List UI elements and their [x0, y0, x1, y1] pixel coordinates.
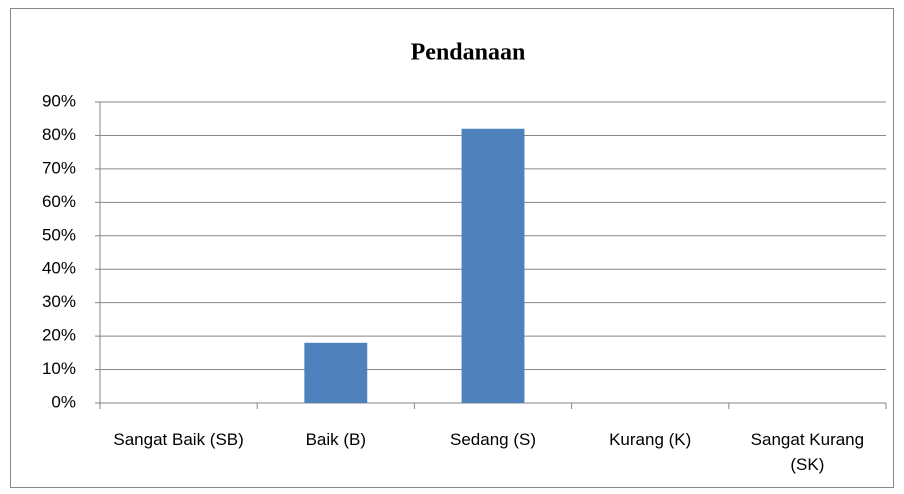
y-tick-label: 10% — [42, 359, 76, 378]
y-tick-label: 80% — [42, 125, 76, 144]
x-tick-label: Kurang (K) — [609, 430, 692, 449]
y-tick-label: 30% — [42, 292, 76, 311]
bar — [304, 342, 368, 403]
x-tick-label: Sedang (S) — [450, 430, 536, 449]
x-tick-label: Sangat Kurang (SK) — [750, 430, 865, 474]
y-tick-label: 90% — [42, 91, 76, 110]
x-tick-label: Sangat Baik (SB) — [113, 430, 244, 449]
x-tick-label: Baik (B) — [305, 430, 367, 449]
chart-title: Pendanaan — [411, 40, 526, 66]
y-tick-label: 40% — [42, 259, 76, 278]
chart-frame — [10, 8, 894, 488]
y-tick-label: 20% — [42, 326, 76, 345]
y-tick-label: 60% — [42, 192, 76, 211]
bar — [461, 128, 525, 403]
y-tick-label: 70% — [42, 158, 76, 177]
y-tick-label: 0% — [51, 392, 76, 411]
y-tick-label: 50% — [42, 225, 76, 244]
